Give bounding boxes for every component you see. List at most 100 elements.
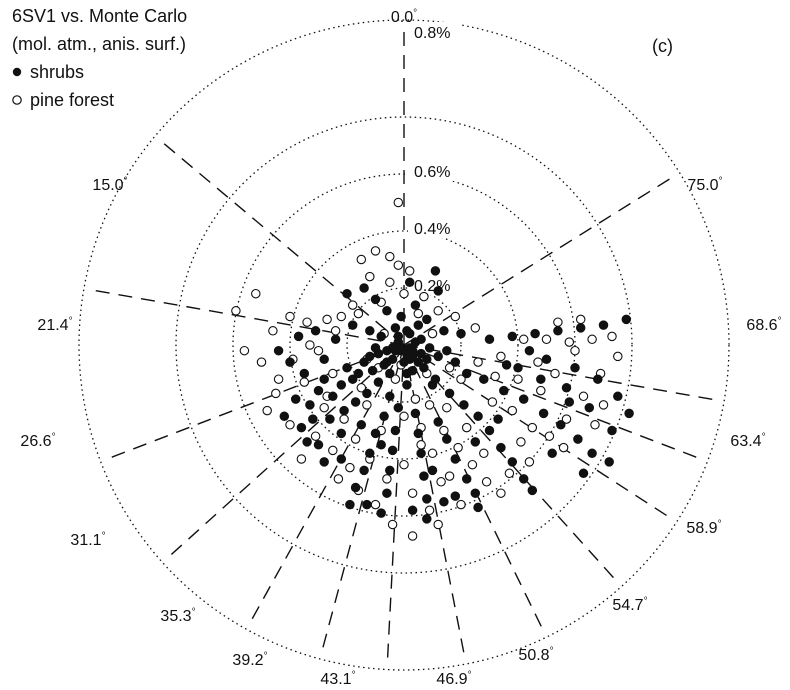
shrubs-point xyxy=(507,331,518,342)
shrubs-point xyxy=(370,294,381,305)
pine-forest-point xyxy=(353,308,364,319)
shrubs-point xyxy=(299,368,310,379)
radial-tick-label: 0.2% xyxy=(414,278,450,295)
shrubs-point xyxy=(587,448,597,459)
pine-forest-point xyxy=(347,300,358,310)
shrubs-point xyxy=(470,437,481,447)
shrubs-point xyxy=(376,440,386,450)
pine-forest-point xyxy=(541,334,552,345)
shrubs-point xyxy=(387,445,398,456)
radial-label-background xyxy=(408,161,460,181)
shrubs-point xyxy=(607,425,617,436)
shrubs-point xyxy=(604,457,614,467)
pine-forest-point xyxy=(413,308,424,319)
pine-forest-point xyxy=(516,437,526,447)
pine-forest-point xyxy=(544,431,555,441)
shrubs-point xyxy=(390,323,401,333)
pine-forest-point xyxy=(339,414,349,424)
angle-tick-label: 46.9° xyxy=(436,670,471,688)
shrubs-point xyxy=(313,385,324,396)
shrubs-point xyxy=(473,411,483,422)
shrubs-point xyxy=(370,428,381,439)
shrubs-point xyxy=(310,326,321,336)
shrubs-point xyxy=(285,357,295,367)
pine-forest-point xyxy=(305,340,315,350)
shrubs-point xyxy=(410,408,421,419)
pine-forest-point xyxy=(404,266,415,276)
angle-tick-label: 50.8° xyxy=(518,646,553,664)
shrubs-point xyxy=(430,374,441,384)
pine-forest-point xyxy=(268,326,278,336)
shrubs-point xyxy=(461,368,472,379)
pine-forest-point xyxy=(496,488,506,498)
shrubs-point xyxy=(524,345,535,356)
radial-ring xyxy=(78,19,730,671)
pine-forest-point xyxy=(393,260,404,270)
legend-label-pine-forest: pine forest xyxy=(30,90,114,110)
shrubs-point xyxy=(461,474,472,484)
angle-tick-label: 75.0° xyxy=(687,176,722,194)
shrubs-point xyxy=(404,328,415,339)
angular-spoke xyxy=(165,344,405,560)
pine-forest-point xyxy=(271,388,281,399)
legend-label-shrubs: shrubs xyxy=(30,62,84,82)
shrubs-point xyxy=(313,440,324,450)
shrubs-point xyxy=(273,345,284,356)
pine-forest-point xyxy=(481,477,492,487)
shrubs-point xyxy=(387,343,398,353)
angular-spoke xyxy=(403,344,466,660)
pine-forest-point xyxy=(262,405,272,416)
pine-forest-point xyxy=(356,383,367,393)
pine-forest-point xyxy=(239,345,250,356)
shrubs-point xyxy=(353,368,364,379)
pine-forest-point xyxy=(561,414,572,424)
shrubs-point xyxy=(385,368,395,379)
shrubs-point xyxy=(513,363,523,373)
pine-forest-point xyxy=(419,291,429,302)
angular-spoke xyxy=(403,344,673,520)
shrubs-point xyxy=(450,491,461,501)
pine-forest-point xyxy=(513,374,523,384)
radial-tick-label: 0.4% xyxy=(414,221,450,238)
shrubs-point xyxy=(427,465,438,476)
pine-forest-point xyxy=(587,334,597,345)
pine-forest-point xyxy=(496,351,506,362)
pine-forest-point xyxy=(470,323,481,333)
shrubs-point xyxy=(470,488,481,498)
shrubs-point xyxy=(402,368,412,379)
shrubs-point xyxy=(399,357,409,367)
angle-tick-label: 68.6° xyxy=(746,316,781,334)
shrubs-point xyxy=(450,357,461,367)
radial-label-background xyxy=(408,275,460,295)
pine-forest-point xyxy=(296,454,307,464)
angular-spoke xyxy=(88,288,405,346)
shrubs-point xyxy=(305,400,315,410)
shrubs-point xyxy=(593,374,603,384)
angular-spoke xyxy=(403,344,720,402)
pine-forest-point xyxy=(444,363,455,373)
shrubs-point xyxy=(336,380,347,390)
pine-forest-point xyxy=(399,459,409,470)
pine-forest-point xyxy=(310,431,321,441)
shrubs-point xyxy=(499,385,509,396)
pine-forest-point xyxy=(439,425,449,436)
pine-forest-point xyxy=(385,277,395,288)
shrubs-point xyxy=(396,311,406,322)
angle-tick-label: 63.4° xyxy=(730,432,765,450)
angular-spoke xyxy=(158,138,405,346)
shrubs-point xyxy=(356,420,367,430)
shrubs-point xyxy=(347,320,358,330)
pine-forest-point xyxy=(424,400,435,410)
shrubs-point xyxy=(342,288,352,299)
angular-spoke xyxy=(386,344,405,665)
shrubs-point xyxy=(419,471,429,481)
shrubs-point xyxy=(413,320,424,330)
shrubs-point xyxy=(367,365,378,376)
shrubs-point xyxy=(293,331,304,342)
shrubs-point xyxy=(407,351,418,362)
shrubs-point xyxy=(570,363,580,373)
shrubs-point xyxy=(385,465,395,476)
pine-forest-point xyxy=(433,306,443,316)
angle-tick-label: 0.0° xyxy=(391,8,417,26)
